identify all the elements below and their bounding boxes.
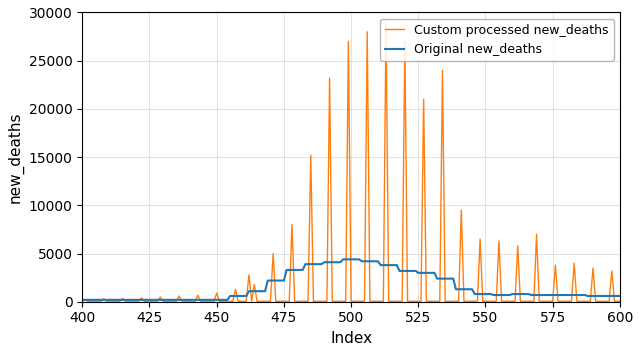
Original new_deaths — [616, 299, 624, 304]
Custom processed new_deaths — [616, 294, 624, 298]
Original new_deaths — [79, 299, 86, 304]
Custom processed new_deaths — [304, 262, 312, 266]
Original new_deaths — [275, 299, 282, 304]
Custom processed new_deaths — [339, 257, 347, 262]
Line: Original new_deaths: Original new_deaths — [83, 22, 620, 301]
Original new_deaths — [304, 299, 312, 304]
Original new_deaths — [573, 299, 580, 304]
Original new_deaths — [369, 299, 376, 304]
Custom processed new_deaths — [275, 279, 282, 283]
X-axis label: Index: Index — [330, 331, 372, 346]
Original new_deaths — [382, 20, 390, 24]
Custom processed new_deaths — [371, 259, 379, 263]
Custom processed new_deaths — [81, 298, 89, 302]
Custom processed new_deaths — [79, 298, 86, 302]
Y-axis label: new_deaths: new_deaths — [7, 111, 23, 203]
Line: Custom processed new_deaths: Custom processed new_deaths — [83, 259, 620, 300]
Original new_deaths — [127, 299, 134, 304]
Legend: Custom processed new_deaths, Original new_deaths: Custom processed new_deaths, Original ne… — [380, 19, 614, 61]
Custom processed new_deaths — [127, 298, 134, 302]
Custom processed new_deaths — [573, 293, 580, 297]
Original new_deaths — [81, 298, 89, 302]
